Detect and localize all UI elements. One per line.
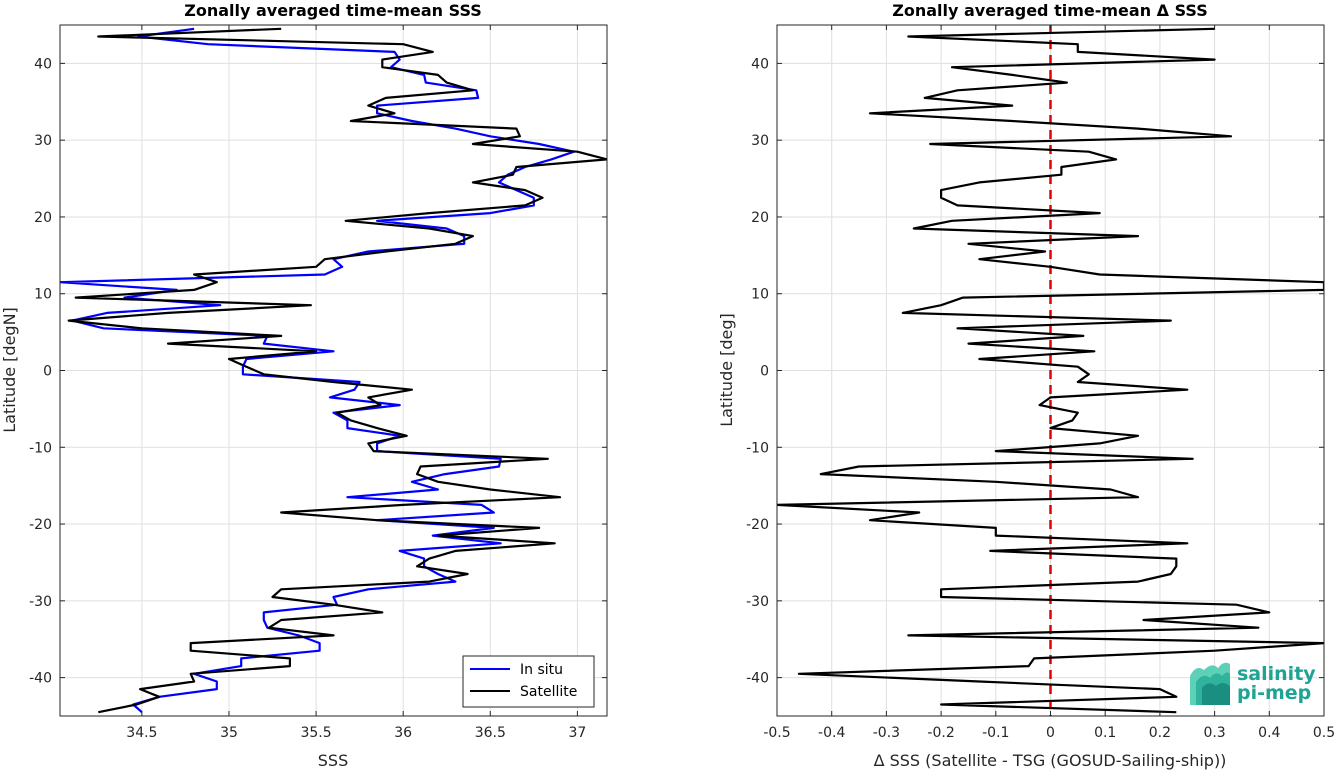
left-ticks: 34.5 35 35.5 36 36.5 37 -40 -30 -20 -10 0 10 20 30 40 bbox=[29, 25, 607, 741]
x-tick-label: 0.4 bbox=[1258, 725, 1280, 741]
y-tick-label: 0 bbox=[43, 364, 52, 380]
x-tick-label: 0.3 bbox=[1203, 725, 1225, 741]
logo-text-line2: pi-mep bbox=[1237, 682, 1311, 704]
left-grid bbox=[60, 25, 607, 716]
y-tick-label: -40 bbox=[29, 671, 52, 687]
salinity-pimep-logo: salinity pi-mep bbox=[1190, 662, 1316, 705]
x-tick-label: -0.1 bbox=[982, 725, 1009, 741]
y-tick-label: 10 bbox=[34, 287, 52, 303]
x-tick-label: 36 bbox=[394, 725, 412, 741]
x-tick-label: 35 bbox=[220, 725, 238, 741]
x-tick-label: 0.5 bbox=[1313, 725, 1335, 741]
right-x-axis-label: Δ SSS (Satellite - TSG (GOSUD-Sailing-sh… bbox=[874, 751, 1227, 770]
left-panel: 34.5 35 35.5 36 36.5 37-40-30-20-10010203040 … bbox=[0, 1, 608, 770]
left-y-axis-label: Latitude [degN] bbox=[0, 307, 19, 433]
y-tick-label: -20 bbox=[29, 517, 52, 533]
y-tick-label: -20 bbox=[746, 517, 769, 533]
y-tick-label: -30 bbox=[29, 594, 52, 610]
y-tick-label: 10 bbox=[751, 287, 769, 303]
x-tick-label: 37 bbox=[568, 725, 586, 741]
y-tick-label: 30 bbox=[34, 133, 52, 149]
left-chart-title: Zonally averaged time-mean SSS bbox=[184, 1, 482, 20]
x-tick-label: -0.5 bbox=[763, 725, 790, 741]
x-tick-label: 0 bbox=[1046, 725, 1055, 741]
x-tick-label: 35.5 bbox=[300, 725, 331, 741]
logo-wave-icon bbox=[1190, 662, 1230, 705]
y-tick-label: -30 bbox=[746, 594, 769, 610]
x-tick-label: -0.2 bbox=[927, 725, 954, 741]
y-tick-label: -10 bbox=[746, 440, 769, 456]
x-tick-label: -0.4 bbox=[818, 725, 845, 741]
legend-label-in-situ: In situ bbox=[520, 662, 563, 678]
x-tick-label: 0.2 bbox=[1149, 725, 1171, 741]
y-tick-label: -10 bbox=[29, 440, 52, 456]
x-tick-label: 34.5 bbox=[126, 725, 157, 741]
legend-box bbox=[462, 655, 595, 708]
y-tick-label: 0 bbox=[760, 364, 769, 380]
left-x-axis-label: SSS bbox=[318, 751, 348, 770]
y-tick-label: 20 bbox=[34, 210, 52, 226]
left-series-lines bbox=[60, 27, 607, 714]
x-tick-label: -0.3 bbox=[873, 725, 900, 741]
satellite-series-line bbox=[67, 27, 607, 714]
legend: In situ Satellite bbox=[462, 655, 595, 708]
legend-label-satellite: Satellite bbox=[520, 684, 577, 700]
right-ticks: -0.5 -0.4 -0.3 -0.2 -0.1 0 0.1 0.2 0.3 0.4 0.5 -40 -… bbox=[746, 25, 1335, 741]
right-chart-title: Zonally averaged time-mean Δ SSS bbox=[892, 1, 1208, 20]
right-panel: -0.5 -0.4 -0.3 -0.2 -0.1 0 0.1 0.2 0.3 0.4 0.5 -40 -… bbox=[717, 1, 1335, 770]
right-series-lines bbox=[777, 25, 1324, 716]
y-tick-label: 40 bbox=[751, 56, 769, 72]
right-y-axis-label: Latitude [deg] bbox=[717, 313, 736, 427]
in-situ-series-line bbox=[60, 27, 576, 714]
y-tick-label: 20 bbox=[751, 210, 769, 226]
x-tick-label: 0.1 bbox=[1094, 725, 1116, 741]
delta-sss-series-line bbox=[777, 27, 1324, 714]
y-tick-label: -40 bbox=[746, 671, 769, 687]
y-tick-label: 30 bbox=[751, 133, 769, 149]
x-tick-label: 36.5 bbox=[475, 725, 506, 741]
y-tick-label: 40 bbox=[34, 56, 52, 72]
logo-text-line1: salinity bbox=[1237, 663, 1316, 685]
